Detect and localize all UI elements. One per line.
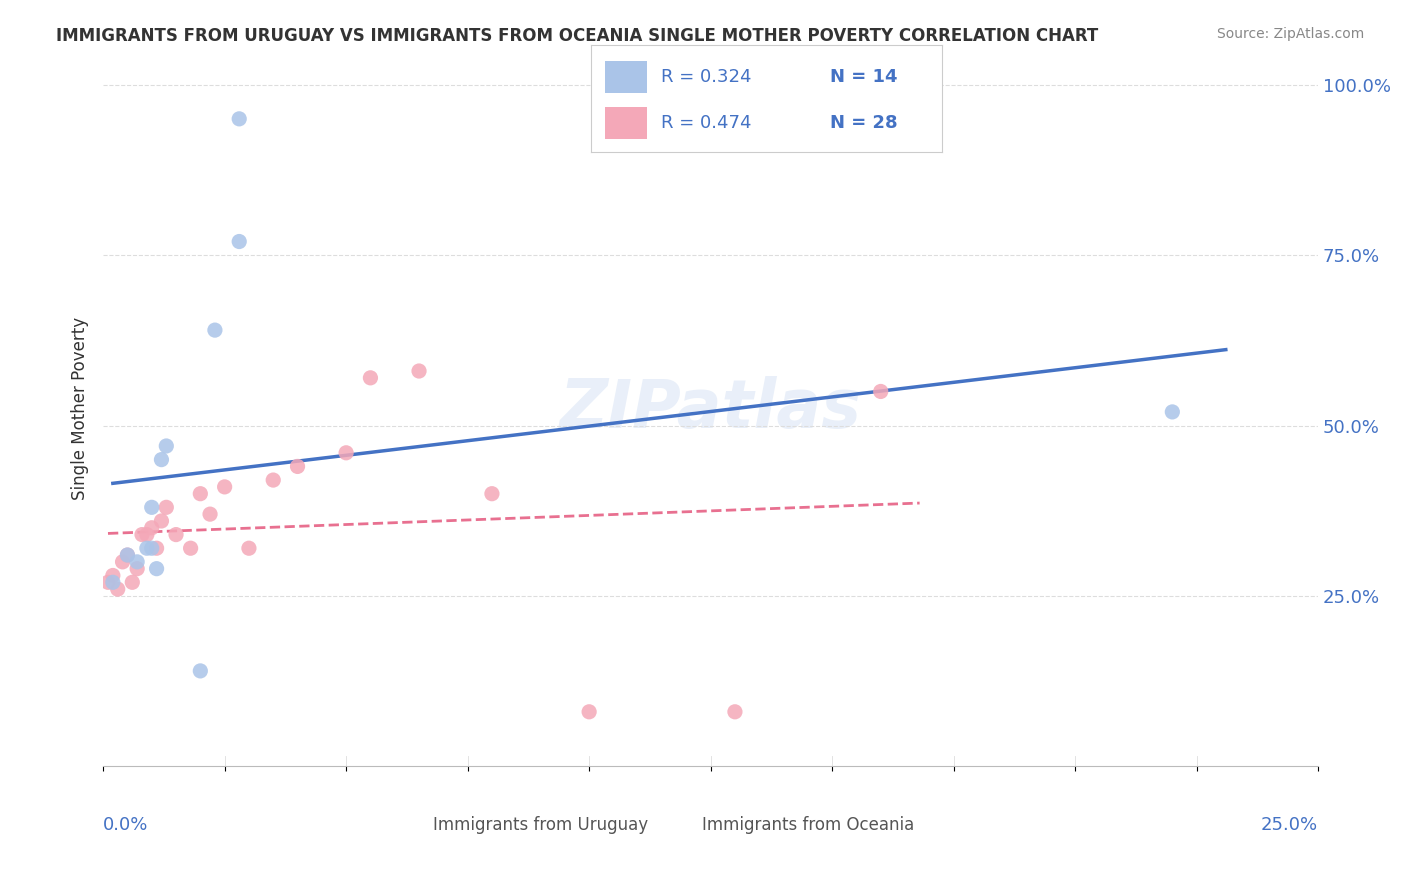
Point xyxy=(117,548,139,562)
Text: ZIPatlas: ZIPatlas xyxy=(560,376,862,442)
Text: 25.0%: 25.0% xyxy=(1261,816,1319,834)
Y-axis label: Single Mother Poverty: Single Mother Poverty xyxy=(72,317,89,500)
Point xyxy=(141,521,163,535)
Point xyxy=(578,705,600,719)
Point xyxy=(408,364,430,378)
Point xyxy=(107,582,129,596)
Point xyxy=(198,507,221,521)
Text: R = 0.474: R = 0.474 xyxy=(661,114,751,132)
Text: IMMIGRANTS FROM URUGUAY VS IMMIGRANTS FROM OCEANIA SINGLE MOTHER POVERTY CORRELA: IMMIGRANTS FROM URUGUAY VS IMMIGRANTS FR… xyxy=(56,27,1098,45)
Point xyxy=(101,575,124,590)
Point xyxy=(155,439,177,453)
Point xyxy=(238,541,260,556)
Point xyxy=(165,527,187,541)
Point xyxy=(287,459,309,474)
Point xyxy=(155,500,177,515)
Point xyxy=(141,500,163,515)
Point xyxy=(135,527,157,541)
Point xyxy=(127,562,149,576)
Point xyxy=(145,562,167,576)
Text: R = 0.324: R = 0.324 xyxy=(661,68,751,86)
Text: N = 14: N = 14 xyxy=(830,68,897,86)
FancyBboxPatch shape xyxy=(605,61,647,93)
Point xyxy=(228,112,250,126)
Point xyxy=(188,664,211,678)
Text: Source: ZipAtlas.com: Source: ZipAtlas.com xyxy=(1216,27,1364,41)
Point xyxy=(111,555,134,569)
Point xyxy=(214,480,236,494)
Point xyxy=(335,446,357,460)
Point xyxy=(150,452,173,467)
Point xyxy=(145,541,167,556)
Point xyxy=(121,575,143,590)
Point xyxy=(141,541,163,556)
Point xyxy=(117,548,139,562)
Point xyxy=(180,541,202,556)
Text: N = 28: N = 28 xyxy=(830,114,897,132)
Point xyxy=(135,541,157,556)
Point xyxy=(188,486,211,500)
Point xyxy=(131,527,153,541)
Point xyxy=(724,705,747,719)
FancyBboxPatch shape xyxy=(605,107,647,139)
Point xyxy=(101,568,124,582)
Point xyxy=(481,486,503,500)
Point xyxy=(127,555,149,569)
Text: Immigrants from Oceania: Immigrants from Oceania xyxy=(702,816,914,834)
Point xyxy=(1161,405,1184,419)
Point xyxy=(359,371,381,385)
Point xyxy=(204,323,226,337)
Point xyxy=(97,575,120,590)
Point xyxy=(150,514,173,528)
Point xyxy=(869,384,891,399)
Text: 0.0%: 0.0% xyxy=(103,816,149,834)
Point xyxy=(262,473,284,487)
Text: Immigrants from Uruguay: Immigrants from Uruguay xyxy=(433,816,648,834)
Point xyxy=(228,235,250,249)
